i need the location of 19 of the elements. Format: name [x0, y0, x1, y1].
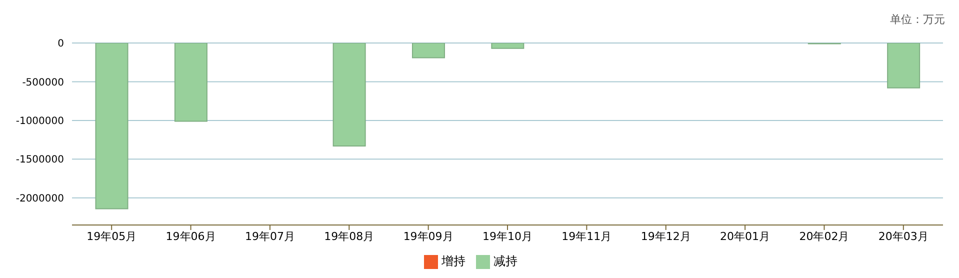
y-tick-label: -2000000 [16, 193, 64, 204]
x-tick-label: 19年10月 [482, 230, 532, 243]
x-tick-label: 19年06月 [166, 230, 216, 243]
y-tick-label: -1500000 [16, 154, 64, 166]
x-tick-label: 19年08月 [324, 230, 374, 243]
text: 单位：万元 [890, 12, 945, 27]
x-tick-label: 19年09月 [403, 230, 454, 243]
x-tick-label: 19年12月 [640, 230, 691, 243]
x-tick-label: 20年03月 [878, 230, 928, 243]
legend-label: 减持 [494, 254, 518, 268]
y-tick-label: 0 [58, 38, 64, 50]
x-tick-label: 19年11月 [562, 230, 612, 243]
x-tick-label: 19年07月 [244, 230, 295, 243]
x-tick-label: 20年01月 [720, 230, 770, 243]
legend-label: 增持 [442, 254, 466, 268]
y-tick-label: -1000000 [16, 116, 64, 127]
x-tick-label: 19年05月 [86, 230, 137, 243]
x-tick-label: 20年02月 [799, 230, 850, 243]
y-tick-label: -500000 [22, 77, 64, 88]
